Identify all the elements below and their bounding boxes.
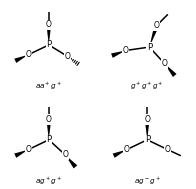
Text: P: P	[145, 135, 150, 144]
Text: aa$^+$g$^+$: aa$^+$g$^+$	[35, 81, 62, 92]
Text: P: P	[147, 43, 152, 52]
Polygon shape	[164, 64, 177, 77]
Text: O: O	[124, 145, 130, 154]
Text: g$^+$g$^+$g$^+$: g$^+$g$^+$g$^+$	[130, 81, 164, 92]
Polygon shape	[46, 120, 51, 140]
Text: O: O	[65, 52, 71, 61]
Polygon shape	[14, 55, 28, 63]
Text: O: O	[165, 145, 171, 154]
Text: ag$^+$g$^+$: ag$^+$g$^+$	[35, 176, 62, 187]
Text: O: O	[162, 59, 167, 68]
Text: O: O	[123, 46, 129, 55]
Text: O: O	[46, 20, 52, 29]
Text: O: O	[46, 115, 52, 124]
Polygon shape	[113, 150, 127, 158]
Polygon shape	[46, 25, 51, 45]
Polygon shape	[149, 25, 159, 47]
Polygon shape	[145, 120, 150, 140]
Text: O: O	[144, 115, 150, 124]
Text: ag$^-$g$^+$: ag$^-$g$^+$	[134, 176, 161, 187]
Text: O: O	[154, 21, 160, 30]
Polygon shape	[14, 150, 28, 158]
Text: P: P	[46, 135, 51, 144]
Polygon shape	[65, 155, 77, 168]
Text: O: O	[62, 150, 68, 159]
Polygon shape	[111, 50, 126, 58]
Text: P: P	[46, 40, 51, 49]
Text: O: O	[25, 50, 31, 59]
Text: O: O	[25, 145, 31, 154]
